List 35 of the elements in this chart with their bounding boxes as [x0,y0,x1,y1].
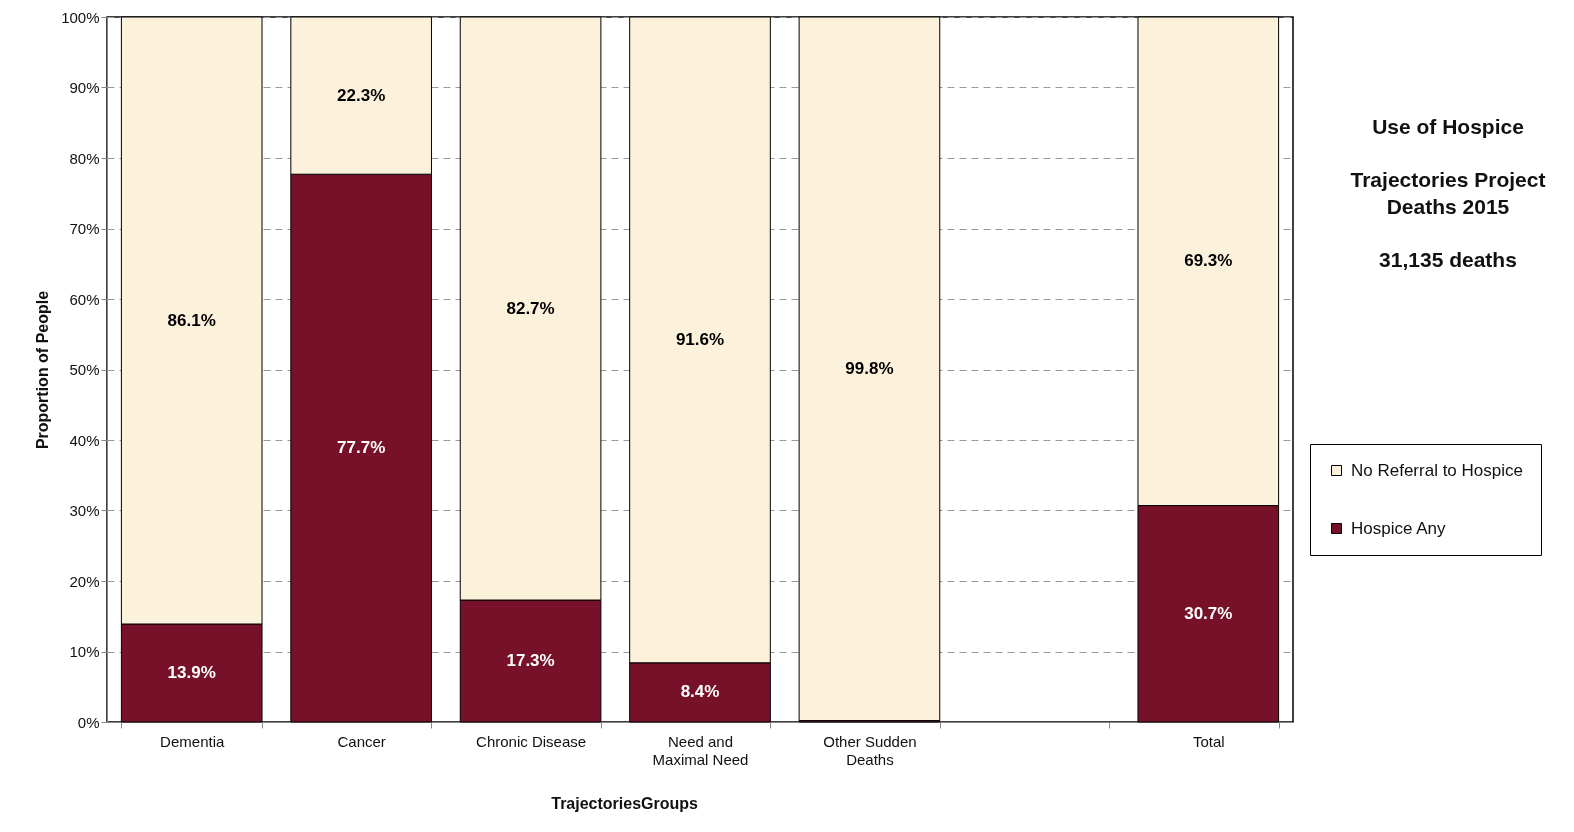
y-tick-label: 0% [77,713,100,731]
x-tick-label: Cancer [337,732,386,750]
y-tick-label: 10% [69,643,100,660]
y-tick-label: 30% [69,502,100,519]
y-tick-label: 90% [69,79,100,96]
y-tick-label: 80% [69,149,100,167]
y-tick-label: 70% [69,220,100,237]
y-tick-label: 40% [69,431,100,449]
data-label: 86.1% [167,310,216,330]
data-label: 8.4% [680,682,720,702]
text: 31,135 deaths [1378,247,1518,273]
legend-label: Hospice Any [1351,518,1446,538]
x-tick-label: Dementia [160,732,225,750]
y-tick-label: 60% [69,290,100,308]
x-tick-label: Need and Maximal Need [652,732,749,768]
y-tick-label: 50% [69,361,100,378]
x-tick-label: Total [1192,732,1225,750]
data-label: 30.7% [1184,603,1233,623]
data-label: 91.6% [675,329,725,349]
text: Use of Hospice [1371,114,1525,140]
y-tick-label: 20% [69,572,100,590]
text: Trajectories Project Deaths 2015 [1349,167,1547,220]
x-tick-label: Other Sudden Deaths [823,732,917,768]
data-label: 82.7% [506,298,555,318]
data-label: 77.7% [337,438,386,458]
data-label: 13.9% [167,663,216,682]
data-label: 17.3% [506,651,555,671]
x-tick-label: Chronic Disease [476,732,587,750]
y-tick-label: 100% [61,8,100,26]
x-axis-title: TrajectoriesGroups [551,794,699,812]
data-label: 22.3% [337,85,386,105]
data-label: 69.3% [1184,251,1233,271]
legend-label: No Referral to Hospice [1351,460,1523,480]
data-label: 99.8% [845,358,894,378]
y-axis-title: Proportion of People [34,290,52,450]
